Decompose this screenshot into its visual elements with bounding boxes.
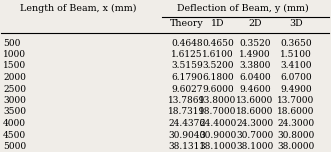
Text: Theory: Theory	[170, 19, 204, 29]
Text: 6.0700: 6.0700	[280, 73, 312, 82]
Text: 24.4376: 24.4376	[168, 119, 206, 128]
Text: 0.3650: 0.3650	[280, 38, 312, 47]
Text: 500: 500	[3, 38, 21, 47]
Text: 1.5100: 1.5100	[280, 50, 312, 59]
Text: 3D: 3D	[289, 19, 303, 29]
Text: 3500: 3500	[3, 107, 26, 116]
Text: 2500: 2500	[3, 85, 26, 93]
Text: 3.4100: 3.4100	[280, 62, 312, 71]
Text: 18.6000: 18.6000	[277, 107, 315, 116]
Text: 18.6000: 18.6000	[236, 107, 274, 116]
Text: 1.4900: 1.4900	[239, 50, 271, 59]
Text: 30.9000: 30.9000	[199, 131, 237, 140]
Text: 5000: 5000	[3, 142, 26, 151]
Text: 18.7319: 18.7319	[168, 107, 206, 116]
Text: 3.5200: 3.5200	[202, 62, 234, 71]
Text: 38.1000: 38.1000	[199, 142, 237, 151]
Text: 3.5159: 3.5159	[171, 62, 203, 71]
Text: 18.7000: 18.7000	[199, 107, 237, 116]
Text: 6.1800: 6.1800	[202, 73, 234, 82]
Text: Deflection of Beam, y (mm): Deflection of Beam, y (mm)	[177, 3, 309, 13]
Text: 1D: 1D	[211, 19, 225, 29]
Text: 9.6027: 9.6027	[171, 85, 203, 93]
Text: 13.7000: 13.7000	[277, 96, 315, 105]
Text: 1500: 1500	[3, 62, 26, 71]
Text: 30.8000: 30.8000	[277, 131, 315, 140]
Text: 9.4900: 9.4900	[280, 85, 312, 93]
Text: 0.3520: 0.3520	[239, 38, 271, 47]
Text: 1000: 1000	[3, 50, 26, 59]
Text: 3000: 3000	[3, 96, 26, 105]
Text: 13.7869: 13.7869	[168, 96, 206, 105]
Text: 24.4000: 24.4000	[199, 119, 237, 128]
Text: 30.9040: 30.9040	[168, 131, 206, 140]
Text: 2D: 2D	[248, 19, 262, 29]
Text: Length of Beam, x (mm): Length of Beam, x (mm)	[20, 3, 136, 13]
Text: 9.4600: 9.4600	[239, 85, 271, 93]
Text: 6.0400: 6.0400	[239, 73, 271, 82]
Text: 38.1000: 38.1000	[236, 142, 274, 151]
Text: 13.8000: 13.8000	[199, 96, 237, 105]
Text: 24.3000: 24.3000	[277, 119, 314, 128]
Text: 30.7000: 30.7000	[236, 131, 274, 140]
Text: 0.4650: 0.4650	[202, 38, 234, 47]
Text: 0.4648: 0.4648	[171, 38, 203, 47]
Text: 9.6000: 9.6000	[202, 85, 234, 93]
Text: 24.3000: 24.3000	[236, 119, 273, 128]
Text: 2000: 2000	[3, 73, 26, 82]
Text: 1.6125: 1.6125	[171, 50, 203, 59]
Text: 1.6100: 1.6100	[202, 50, 234, 59]
Text: 4500: 4500	[3, 131, 26, 140]
Text: 38.0000: 38.0000	[277, 142, 315, 151]
Text: 13.6000: 13.6000	[236, 96, 274, 105]
Text: 6.1790: 6.1790	[171, 73, 203, 82]
Text: 4000: 4000	[3, 119, 26, 128]
Text: 38.1311: 38.1311	[168, 142, 206, 151]
Text: 3.3800: 3.3800	[239, 62, 271, 71]
